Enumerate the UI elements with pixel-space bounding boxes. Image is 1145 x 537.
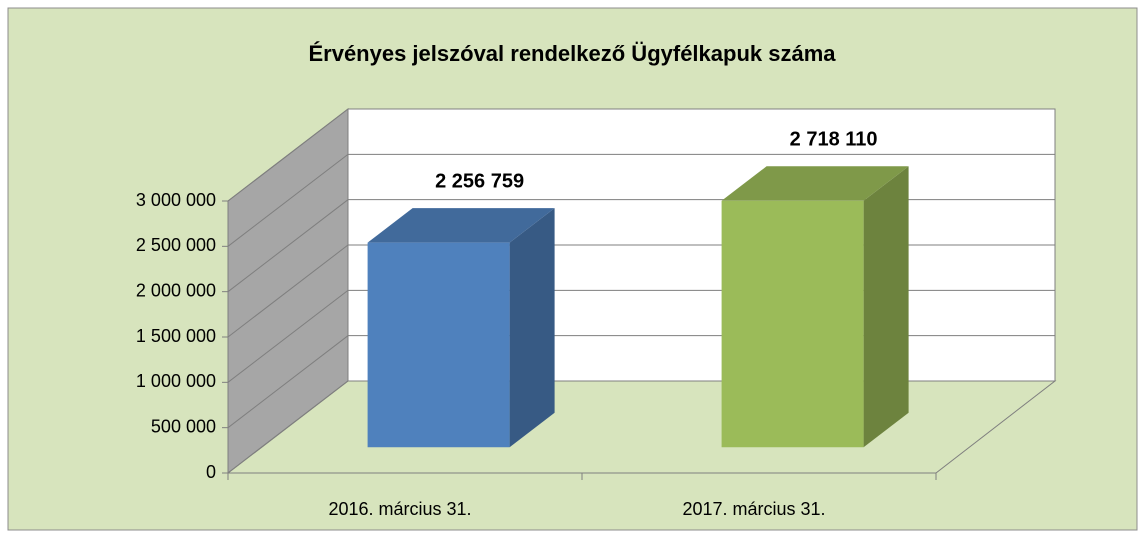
y-tick-label: 0: [206, 462, 216, 482]
data-label: 2 256 759: [435, 170, 524, 192]
y-tick-label: 500 000: [151, 416, 216, 436]
y-tick-label: 1 500 000: [136, 326, 216, 346]
y-tick-label: 3 000 000: [136, 190, 216, 210]
x-tick-label: 2016. március 31.: [328, 499, 471, 519]
bar-side: [863, 166, 909, 448]
floor: [226, 380, 1057, 474]
grid-line: [227, 153, 1055, 247]
x-tick-label: 2017. március 31.: [682, 499, 825, 519]
y-tick-label: 2 500 000: [136, 235, 216, 255]
bar: [367, 242, 510, 448]
grid-line: [227, 108, 1055, 202]
chart-title: Érvényes jelszóval rendelkező Ügyfélkapu…: [308, 41, 836, 66]
bar: [721, 200, 864, 448]
bar-top: [367, 208, 555, 243]
bar-top: [721, 166, 909, 201]
data-label: 2 718 110: [790, 129, 878, 151]
bar-side: [509, 208, 555, 448]
y-tick-label: 1 000 000: [136, 371, 216, 391]
y-tick-label: 2 000 000: [136, 280, 216, 300]
